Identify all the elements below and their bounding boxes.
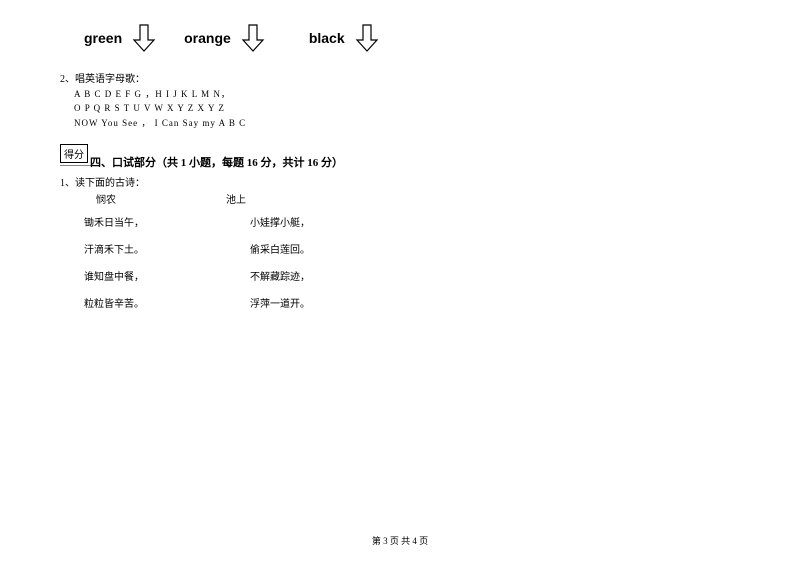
poem-row-1: 锄禾日当午， 小娃撑小艇， xyxy=(84,214,740,229)
poem-row-3: 谁知盘中餐， 不解藏踪迹， xyxy=(84,268,740,283)
color-label-green: green xyxy=(84,30,122,46)
poem-row-4: 粒粒皆辛苦。 浮萍一道开。 xyxy=(84,295,740,310)
color-arrow-row: green orange black xyxy=(84,24,740,52)
poem-titles-row: 悯农 池上 xyxy=(96,191,740,206)
poem1-line1: 锄禾日当午， xyxy=(84,214,164,229)
page-footer: 第 3 页 共 4 页 xyxy=(0,534,800,547)
poem-intro: 1、读下面的古诗： xyxy=(60,174,740,189)
poem-row-2: 汗滴禾下土。 偷采白莲回。 xyxy=(84,241,740,256)
down-arrow-icon xyxy=(241,24,265,52)
color-label-orange: orange xyxy=(184,30,231,46)
poem2-line4: 浮萍一道开。 xyxy=(250,295,330,310)
poem1-line2: 汗滴禾下土。 xyxy=(84,241,164,256)
poem-area: 1、读下面的古诗： 悯农 池上 锄禾日当午， 小娃撑小艇， 汗滴禾下土。 偷采白… xyxy=(60,174,740,310)
poem2-line1: 小娃撑小艇， xyxy=(250,214,330,229)
down-arrow-icon xyxy=(355,24,379,52)
alphabet-line-1: A B C D E F G ，H I J K L M N， xyxy=(74,87,740,101)
alphabet-line-2: O P Q R S T U V W X Y Z X Y Z xyxy=(74,101,740,115)
color-label-black: black xyxy=(309,30,345,46)
poem2-title: 池上 xyxy=(226,191,246,206)
poem1-line4: 粒粒皆辛苦。 xyxy=(84,295,164,310)
section2-heading: 2、唱英语字母歌： xyxy=(60,70,740,85)
poem1-line3: 谁知盘中餐， xyxy=(84,268,164,283)
poem2-line3: 不解藏踪迹， xyxy=(250,268,330,283)
poem2-line2: 偷采白莲回。 xyxy=(250,241,330,256)
down-arrow-icon xyxy=(132,24,156,52)
section4-title: 四、口试部分（共 1 小题，每题 16 分，共计 16 分） xyxy=(90,157,343,169)
section4-title-wrap: 四、口试部分（共 1 小题，每题 16 分，共计 16 分） xyxy=(60,154,740,170)
alphabet-line-3: NOW You See ， I Can Say my A B C xyxy=(74,116,740,130)
poem1-title: 悯农 xyxy=(96,191,116,206)
